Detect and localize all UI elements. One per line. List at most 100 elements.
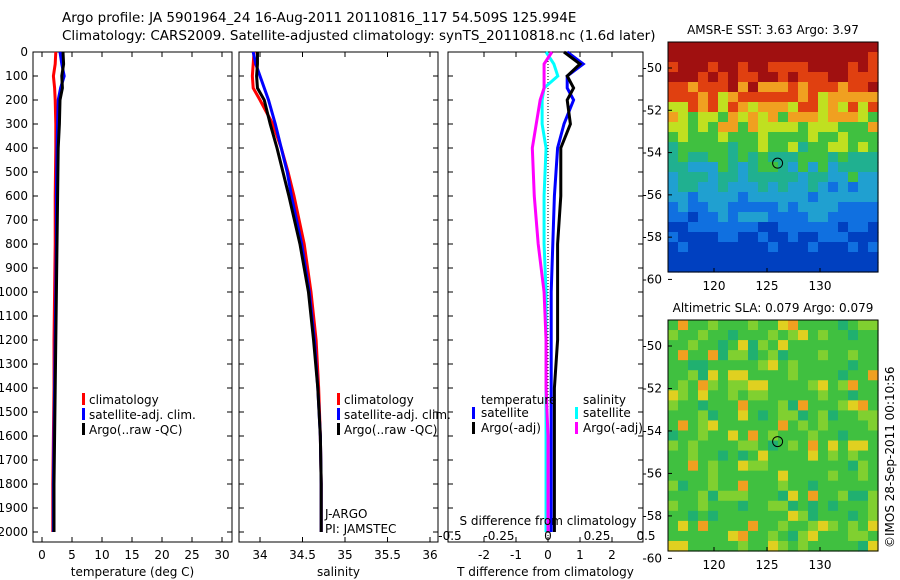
map-cell — [718, 142, 729, 153]
map-cell — [708, 172, 719, 183]
sst-map-field — [668, 42, 879, 273]
map-cell — [678, 122, 689, 133]
map-cell — [668, 450, 679, 462]
map-cell — [818, 330, 829, 341]
legend-swatch — [337, 423, 340, 435]
map-cell — [808, 340, 819, 351]
legend-swatch — [575, 422, 578, 434]
map-cell — [698, 212, 709, 223]
map-cell — [718, 380, 729, 391]
map-cell — [728, 192, 739, 203]
map-cell — [778, 262, 789, 273]
map-cell — [838, 510, 849, 522]
map-cell — [798, 450, 809, 462]
map-cell — [868, 172, 879, 183]
map-cell — [808, 132, 819, 143]
map-cell — [678, 162, 689, 173]
map-cell — [748, 242, 759, 253]
map-cell — [668, 62, 679, 73]
map-cell — [788, 480, 799, 492]
map-cell — [818, 42, 829, 53]
map-cell — [858, 262, 869, 273]
map-cell — [778, 112, 789, 123]
map-cell — [698, 470, 709, 482]
map-cell — [678, 252, 689, 263]
map-cell — [828, 122, 839, 133]
ytick-label: -58 — [642, 230, 662, 244]
map-cell — [718, 420, 729, 432]
map-cell — [738, 320, 749, 331]
map-cell — [818, 252, 829, 263]
map-cell — [688, 182, 699, 193]
map-cell — [858, 162, 869, 173]
map-cell — [778, 62, 789, 73]
map-cell — [738, 350, 749, 361]
map-cell — [768, 242, 779, 253]
map-cell — [688, 92, 699, 103]
map-cell — [718, 112, 729, 123]
map-cell — [828, 370, 839, 381]
series-line-climatology — [250, 51, 323, 532]
map-cell — [758, 460, 769, 472]
map-cell — [738, 172, 749, 183]
map-cell — [688, 112, 699, 123]
map-cell — [828, 380, 839, 391]
map-cell — [678, 172, 689, 183]
map-cell — [768, 370, 779, 381]
map-cell — [708, 520, 719, 532]
map-cell — [768, 82, 779, 93]
map-cell — [778, 350, 789, 361]
map-cell — [768, 202, 779, 213]
map-cell — [688, 320, 699, 331]
map-cell — [838, 232, 849, 243]
map-cell — [838, 222, 849, 233]
map-cell — [778, 500, 789, 512]
map-cell — [828, 112, 839, 123]
map-cell — [688, 450, 699, 462]
map-cell — [728, 520, 739, 532]
map-cell — [768, 480, 779, 492]
map-cell — [868, 420, 879, 432]
map-cell — [758, 490, 769, 502]
map-cell — [848, 320, 859, 331]
map-cell — [718, 262, 729, 273]
x2tick-label: -0.5 — [438, 529, 461, 543]
map-cell — [688, 102, 699, 113]
map-cell — [738, 222, 749, 233]
map-cell — [728, 202, 739, 213]
map-cell — [858, 212, 869, 223]
map-cell — [698, 112, 709, 123]
map-cell — [758, 222, 769, 233]
map-cell — [678, 450, 689, 462]
map-cell — [768, 52, 779, 63]
map-cell — [708, 410, 719, 422]
map-cell — [738, 520, 749, 532]
map-cell — [848, 390, 859, 401]
map-cell — [758, 242, 769, 253]
map-cell — [778, 450, 789, 462]
map-cell — [748, 380, 759, 391]
xtick-label: 120 — [703, 558, 726, 572]
xtick-label: 120 — [703, 279, 726, 293]
map-cell — [838, 420, 849, 432]
map-cell — [838, 152, 849, 163]
map-cell — [818, 52, 829, 63]
map-cell — [868, 370, 879, 381]
map-cell — [668, 400, 679, 411]
map-cell — [828, 480, 839, 492]
map-cell — [788, 192, 799, 203]
map-cell — [698, 480, 709, 492]
map-cell — [798, 320, 809, 331]
map-cell — [678, 182, 689, 193]
map-cell — [818, 320, 829, 331]
map-cell — [828, 320, 839, 331]
map-cell — [698, 460, 709, 472]
map-cell — [788, 252, 799, 263]
map-cell — [808, 152, 819, 163]
map-cell — [768, 530, 779, 542]
map-cell — [668, 142, 679, 153]
map-cell — [668, 92, 679, 103]
map-cell — [838, 212, 849, 223]
map-cell — [738, 232, 749, 243]
map-cell — [728, 162, 739, 173]
